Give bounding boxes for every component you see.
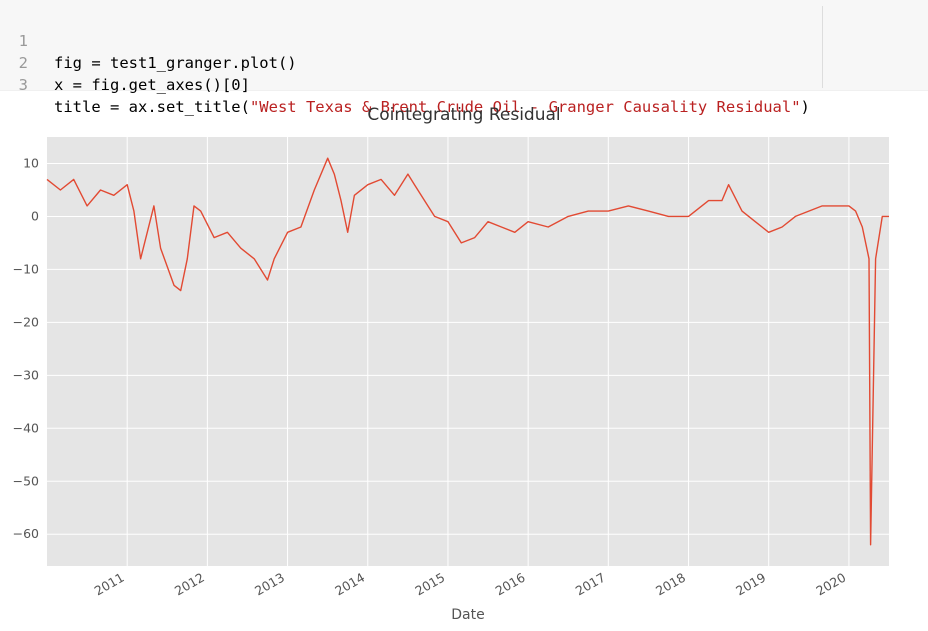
plot-area [47, 137, 889, 566]
x-axis-label: Date [451, 607, 484, 623]
code-string-literal: "West Texas & Brent Crude Oil - Granger … [249, 98, 801, 116]
code-cell[interactable]: 1 fig = test1_granger.plot() 2 x = fig.g… [0, 0, 928, 116]
x-tick-label: 2011 [92, 570, 127, 599]
y-tick-label: −40 [13, 420, 39, 435]
line-number: 2 [18, 54, 28, 72]
x-tick-labels: 2011 2012 2013 2014 2015 2016 2017 2018 2019 2020 [92, 570, 849, 599]
y-tick-label: −20 [13, 314, 39, 329]
y-tick-label: −10 [13, 261, 39, 276]
y-tick-label: −30 [13, 367, 39, 382]
x-tick-label: 2019 [733, 570, 768, 599]
y-tick-label: 10 [23, 155, 39, 170]
x-tick-label: 2016 [493, 570, 528, 599]
code-text: fig = test1_granger.plot() [54, 54, 297, 72]
x-tick-label: 2014 [332, 570, 367, 599]
x-tick-label: 2017 [573, 570, 608, 599]
x-tick-label: 2018 [653, 570, 688, 599]
x-tick-label: 2020 [813, 570, 848, 599]
line-number: 3 [18, 76, 28, 94]
y-tick-label: −50 [13, 473, 39, 488]
y-tick-label: 0 [31, 208, 39, 223]
code-line-3[interactable]: 3 title = ax.set_title("West Texas & Bre… [0, 52, 810, 116]
x-tick-label: 2012 [172, 570, 207, 599]
chart-title: Cointegrating Residual [367, 105, 561, 125]
code-text: title = ax.set_title("West Texas & Brent… [54, 96, 810, 118]
code-line-1[interactable]: 1 fig = test1_granger.plot() [0, 8, 297, 72]
code-call: title = ax.set_title( [54, 98, 250, 116]
line-number: 1 [18, 32, 28, 50]
code-line-2[interactable]: 2 x = fig.get_axes()[0] [0, 30, 250, 94]
x-tick-label: 2015 [412, 570, 447, 599]
series-line [46, 157, 889, 546]
grid-lines [47, 137, 889, 566]
code-text: x = fig.get_axes()[0] [54, 76, 250, 94]
y-tick-label: −60 [13, 526, 39, 541]
cell-divider [822, 6, 823, 88]
y-tick-labels: 10 0 −10 −20 −30 −40 −50 −60 [13, 155, 39, 541]
x-tick-label: 2013 [252, 570, 287, 599]
code-close-paren: ) [800, 98, 810, 116]
